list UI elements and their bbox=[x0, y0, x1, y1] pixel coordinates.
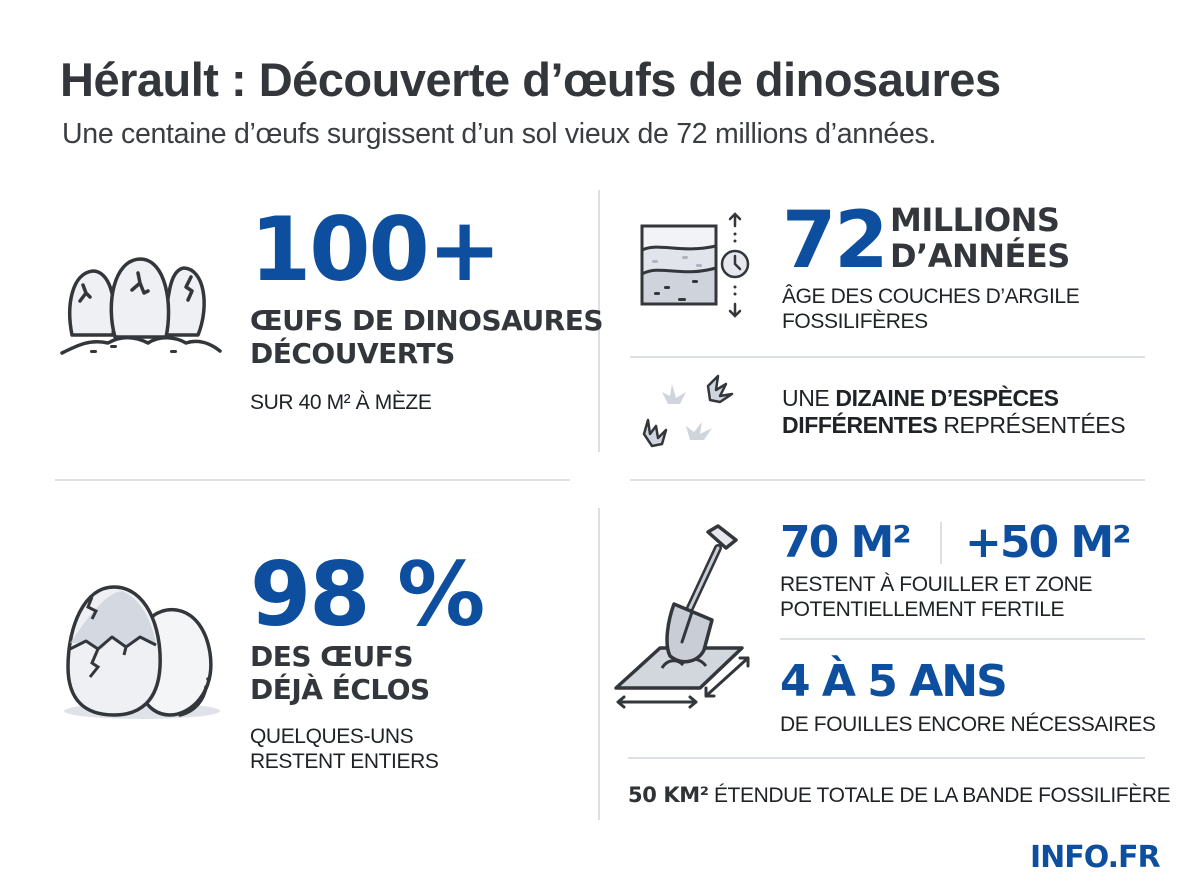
extent-detail: ÉTENDUE TOTALE DE LA BANDE FOSSILIFÈRE bbox=[708, 784, 1171, 807]
hatched-egg-icon bbox=[62, 583, 222, 723]
duration-value: 4 À 5 ANS bbox=[780, 656, 1008, 707]
divider-horizontal-left bbox=[55, 479, 570, 481]
species-text: UNE DIZAINE D’ESPÈCES DIFFÉRENTES REPRÉS… bbox=[782, 385, 1126, 439]
hatched-label-line1: DES ŒUFS bbox=[250, 640, 413, 673]
eggs-found-detail: SUR 40 M² À MÈZE bbox=[250, 391, 432, 414]
hatched-detail: QUELQUES-UNS RESTENT ENTIERS bbox=[250, 724, 439, 774]
area-potential-value: +50 M² bbox=[965, 517, 1131, 568]
age-unit: MILLIONS D’ANNÉES bbox=[890, 202, 1070, 274]
species-bold-2: DIFFÉRENTES bbox=[782, 412, 938, 438]
area-detail: RESTENT À FOUILLER ET ZONE POTENTIELLEME… bbox=[780, 572, 1092, 622]
eggs-nest-icon bbox=[58, 255, 223, 355]
strata-clock-icon bbox=[640, 212, 755, 320]
area-value-separator bbox=[940, 522, 942, 564]
area-remaining-value: 70 M² bbox=[780, 517, 912, 568]
divider-age-species bbox=[630, 356, 1145, 358]
age-detail-line2: FOSSILIFÈRES bbox=[782, 310, 928, 333]
hatched-detail-line2: RESTENT ENTIERS bbox=[250, 750, 439, 773]
extent-text: 50 KM² ÉTENDUE TOTALE DE LA BANDE FOSSIL… bbox=[628, 783, 1171, 808]
area-detail-line2: POTENTIELLEMENT FERTILE bbox=[780, 598, 1065, 621]
divider-vertical-bottom bbox=[598, 508, 600, 820]
species-line1: UNE DIZAINE D’ESPÈCES bbox=[782, 385, 1125, 412]
page-title: Hérault : Découverte d’œufs de dinosaure… bbox=[60, 53, 1001, 106]
species-suffix: REPRÉSENTÉES bbox=[937, 412, 1126, 438]
divider-duration-extent bbox=[628, 757, 1145, 759]
age-detail: ÂGE DES COUCHES D’ARGILE FOSSILIFÈRES bbox=[782, 284, 1080, 334]
hatched-detail-line1: QUELQUES-UNS bbox=[250, 725, 414, 748]
species-bold-1: DIZAINE D’ESPÈCES bbox=[835, 385, 1059, 411]
age-unit-line2: D’ANNÉES bbox=[890, 237, 1070, 275]
divider-horizontal-right bbox=[630, 479, 1145, 481]
age-value: 72 bbox=[782, 196, 889, 286]
hatched-label: DES ŒUFS DÉJÀ ÉCLOS bbox=[250, 640, 430, 706]
brand-logo[interactable]: INFO.FR bbox=[1030, 840, 1161, 875]
eggs-found-label-line1: ŒUFS DE DINOSAURES bbox=[250, 304, 604, 337]
duration-detail: DE FOUILLES ENCORE NÉCESSAIRES bbox=[780, 713, 1156, 736]
divider-vertical-top bbox=[598, 190, 600, 452]
eggs-found-label-line2: DÉCOUVERTS bbox=[250, 337, 455, 370]
extent-value: 50 KM² bbox=[628, 783, 709, 807]
eggs-found-value: 100+ bbox=[250, 198, 501, 301]
eggs-found-label: ŒUFS DE DINOSAURES DÉCOUVERTS bbox=[250, 304, 604, 370]
dinosaur-footprints-icon bbox=[640, 372, 750, 452]
page-subtitle: Une centaine d’œufs surgissent d’un sol … bbox=[62, 118, 937, 150]
divider-area-duration bbox=[780, 638, 1145, 640]
area-detail-line1: RESTENT À FOUILLER ET ZONE bbox=[780, 573, 1093, 596]
species-line2: DIFFÉRENTES REPRÉSENTÉES bbox=[782, 412, 1126, 439]
hatched-value: 98 % bbox=[250, 543, 485, 646]
age-detail-line1: ÂGE DES COUCHES D’ARGILE bbox=[782, 285, 1080, 308]
shovel-dig-icon bbox=[612, 520, 762, 710]
hatched-label-line2: DÉJÀ ÉCLOS bbox=[250, 673, 430, 706]
species-prefix: UNE bbox=[782, 385, 836, 411]
age-unit-line1: MILLIONS bbox=[890, 201, 1060, 239]
